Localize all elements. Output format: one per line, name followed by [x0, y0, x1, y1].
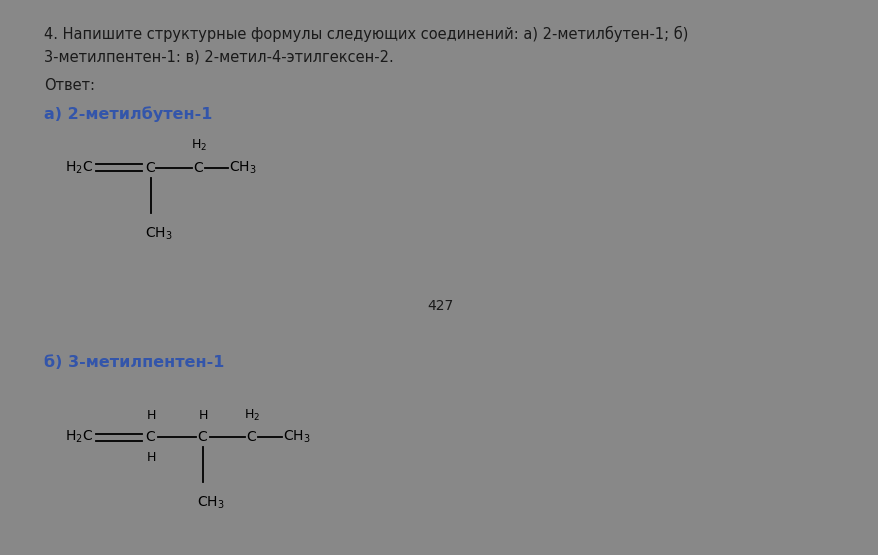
Text: CH$_3$: CH$_3$	[197, 495, 225, 512]
Text: CH$_3$: CH$_3$	[145, 226, 172, 242]
Text: 427: 427	[427, 299, 453, 313]
Text: C: C	[145, 161, 155, 175]
Text: H: H	[146, 451, 155, 463]
Text: H$_2$: H$_2$	[244, 408, 260, 423]
Text: H$_2$C: H$_2$C	[65, 429, 93, 445]
Text: H$_2$: H$_2$	[191, 138, 207, 153]
Text: H: H	[198, 408, 207, 422]
Text: H: H	[146, 408, 155, 422]
Text: C: C	[246, 430, 255, 444]
Text: H$_2$C: H$_2$C	[65, 160, 93, 176]
Text: C: C	[145, 430, 155, 444]
Text: 4. Напишите структурные формулы следующих соединений: а) 2-метилбутен-1; б)
3-ме: 4. Напишите структурные формулы следующи…	[44, 26, 687, 64]
Text: C: C	[193, 161, 203, 175]
Text: C: C	[197, 430, 206, 444]
Text: а) 2-метилбутен-1: а) 2-метилбутен-1	[44, 106, 212, 122]
Text: CH$_3$: CH$_3$	[229, 160, 256, 176]
Text: Ответ:: Ответ:	[44, 78, 95, 93]
Text: CH$_3$: CH$_3$	[283, 429, 310, 445]
Text: б) 3-метилпентен-1: б) 3-метилпентен-1	[44, 355, 224, 370]
